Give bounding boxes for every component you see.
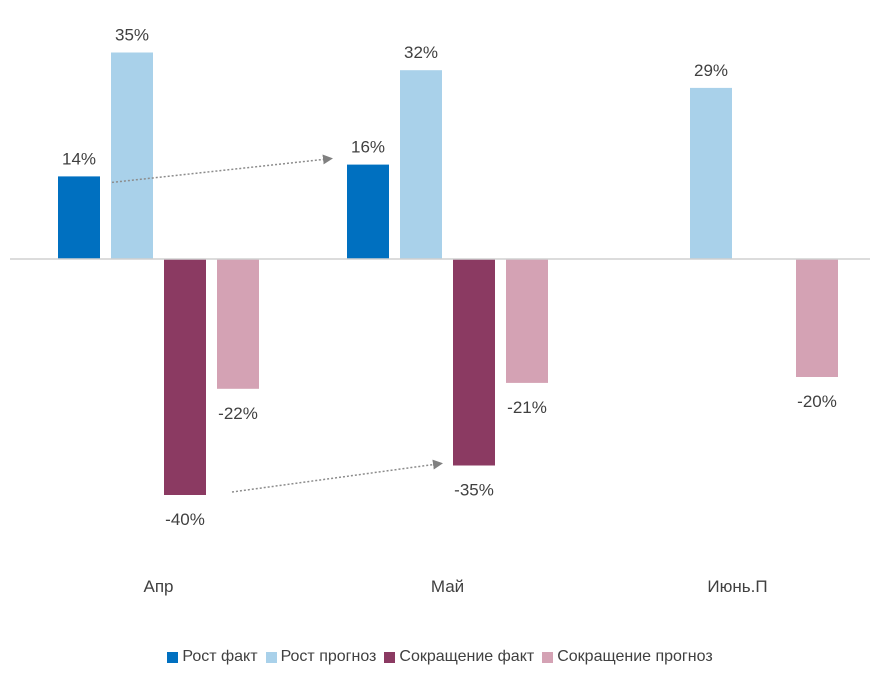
bar bbox=[453, 259, 495, 466]
category-labels-group: Апр Май Июнь.П bbox=[144, 577, 768, 596]
bar bbox=[506, 259, 548, 383]
bar bbox=[690, 87, 732, 260]
category-label: Июнь.П bbox=[707, 577, 767, 596]
data-label: 32% bbox=[404, 43, 438, 62]
bar bbox=[58, 176, 100, 259]
legend-swatch bbox=[167, 651, 179, 663]
legend-item-sokrashchenie-fakt: Сокращение факт bbox=[384, 648, 534, 666]
bar bbox=[400, 70, 442, 259]
legend-item-sokrashchenie-prognoz: Сокращение прогноз bbox=[542, 648, 713, 666]
category-label: Май bbox=[431, 577, 464, 596]
data-label: 29% bbox=[694, 61, 728, 80]
trend-arrow bbox=[231, 459, 443, 493]
legend-item-rost-fakt: Рост факт bbox=[167, 648, 258, 666]
data-label: 14% bbox=[62, 149, 96, 168]
legend-label: Рост факт bbox=[182, 648, 258, 665]
data-label: -20% bbox=[797, 392, 837, 411]
category-label: Апр bbox=[144, 577, 174, 596]
trend-arrow bbox=[111, 154, 333, 184]
legend-swatch bbox=[542, 651, 554, 663]
bar bbox=[347, 164, 389, 259]
data-label: -40% bbox=[165, 510, 205, 529]
bar bbox=[164, 259, 206, 495]
data-label: -22% bbox=[218, 404, 258, 423]
data-label: -35% bbox=[454, 481, 494, 500]
bar bbox=[217, 259, 259, 389]
legend-swatch bbox=[265, 651, 277, 663]
bar-chart: 14% 16% 35% 32% 29% -40% -35% -22% -21% -20% Апр М… bbox=[10, 26, 870, 596]
legend: Рост факт Рост прогноз Сокращение факт С… bbox=[0, 648, 880, 666]
legend-item-rost-prognoz: Рост прогноз bbox=[265, 648, 377, 666]
bar bbox=[796, 259, 838, 377]
legend-label: Сокращение прогноз bbox=[557, 648, 713, 665]
bars-group bbox=[58, 52, 838, 495]
annotation-arrows bbox=[111, 154, 443, 493]
legend-swatch bbox=[384, 651, 396, 663]
data-labels-group: 14% 16% 35% 32% 29% -40% -35% -22% -21% -20% bbox=[62, 26, 837, 530]
legend-label: Рост прогноз bbox=[280, 648, 377, 665]
legend-label: Сокращение факт bbox=[399, 648, 535, 665]
data-label: 16% bbox=[351, 138, 385, 157]
data-label: 35% bbox=[115, 26, 149, 45]
bar bbox=[111, 52, 153, 259]
data-label: -21% bbox=[507, 398, 547, 417]
